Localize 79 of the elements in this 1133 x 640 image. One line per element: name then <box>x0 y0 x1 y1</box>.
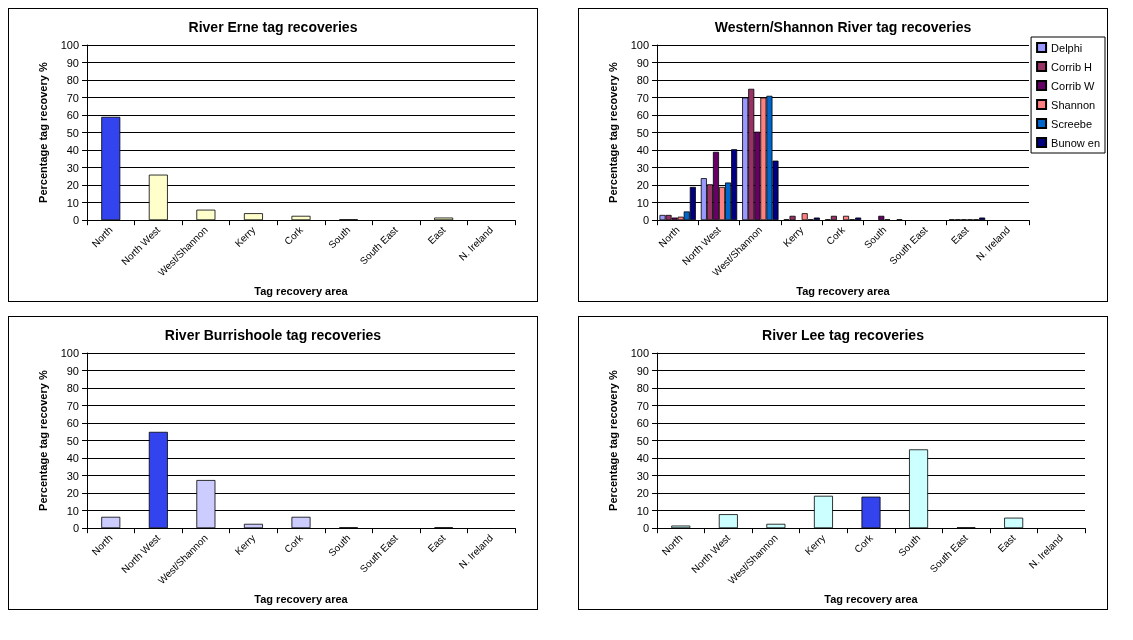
bar <box>291 215 311 221</box>
y-tick-label: 90 <box>66 364 79 377</box>
bar <box>101 516 121 529</box>
y-tick-label: 90 <box>636 364 649 377</box>
y-tick-label: 80 <box>636 382 649 395</box>
y-tick-label: 10 <box>636 196 649 209</box>
x-tick-label: East <box>948 224 972 247</box>
bar <box>196 209 216 221</box>
legend-label: Screebe <box>1051 117 1093 130</box>
y-tick-label: 60 <box>636 109 649 122</box>
y-tick-label: 70 <box>636 91 649 104</box>
y-tick-label: 10 <box>66 196 79 209</box>
y-tick-label: 50 <box>636 434 649 447</box>
legend-label: Shannon <box>1051 98 1096 111</box>
legend-label: Corrib W <box>1051 79 1096 92</box>
y-tick-label: 60 <box>636 417 649 430</box>
bar <box>1004 517 1024 529</box>
x-tick-label: East <box>425 224 448 247</box>
y-tick-label: 90 <box>636 56 649 69</box>
y-tick-label: 30 <box>636 161 649 174</box>
y-tick-label: 60 <box>66 417 79 430</box>
chart-title: River Lee tag recoveries <box>762 327 925 343</box>
y-tick-label: 70 <box>66 91 79 104</box>
y-tick-label: 80 <box>66 74 79 87</box>
x-tick-label: Cork <box>282 532 305 555</box>
y-tick-label: 20 <box>66 487 79 500</box>
x-tick-label: East <box>995 532 1018 555</box>
y-tick-label: 10 <box>66 504 79 517</box>
x-axis-title: Tag recovery area <box>824 592 919 605</box>
bar <box>243 213 263 221</box>
x-tick-label: Cork <box>282 224 305 247</box>
y-tick-label: 20 <box>636 487 649 500</box>
y-tick-label: 30 <box>636 469 649 482</box>
legend-label: Delphi <box>1051 41 1083 54</box>
y-tick-label: 40 <box>636 144 649 157</box>
y-tick-label: 20 <box>66 179 79 192</box>
y-tick-label: 50 <box>66 126 79 139</box>
y-tick-label: 0 <box>72 522 79 535</box>
legend-label: Corrib H <box>1051 60 1093 73</box>
y-axis-title: Percentage tag recovery % <box>606 370 619 511</box>
y-tick-label: 0 <box>642 214 649 227</box>
x-axis-title: Tag recovery area <box>796 284 891 297</box>
chart-title: River Burrishoole tag recoveries <box>164 327 382 343</box>
x-tick-label: Cork <box>824 224 847 247</box>
y-tick-label: 0 <box>72 214 79 227</box>
y-tick-label: 80 <box>636 74 649 87</box>
x-axis-title: Tag recovery area <box>254 592 349 605</box>
y-axis-title: Percentage tag recovery % <box>36 370 49 511</box>
y-tick-label: 0 <box>642 522 649 535</box>
bar <box>766 523 786 529</box>
y-tick-label: 20 <box>636 179 649 192</box>
y-axis-title: Percentage tag recovery % <box>606 62 619 203</box>
y-tick-label: 70 <box>66 399 79 412</box>
x-tick-label: Cork <box>852 532 875 555</box>
y-tick-label: 100 <box>60 39 79 51</box>
bar <box>243 523 263 529</box>
chart-title: River Erne tag recoveries <box>188 19 358 35</box>
y-tick-label: 40 <box>66 144 79 157</box>
y-tick-label: 30 <box>66 469 79 482</box>
y-tick-label: 50 <box>636 126 649 139</box>
x-tick-label: East <box>425 532 448 555</box>
y-tick-label: 70 <box>636 399 649 412</box>
y-tick-label: 10 <box>636 504 649 517</box>
y-tick-label: 40 <box>636 452 649 465</box>
legend-label: Bunow en <box>1051 136 1101 149</box>
chart-title: Western/Shannon River tag recoveries <box>714 19 972 35</box>
y-tick-label: 90 <box>66 56 79 69</box>
y-tick-label: 100 <box>630 347 649 359</box>
y-tick-label: 100 <box>630 39 649 51</box>
y-tick-label: 80 <box>66 382 79 395</box>
y-tick-label: 30 <box>66 161 79 174</box>
y-axis-title: Percentage tag recovery % <box>36 62 49 203</box>
x-axis-title: Tag recovery area <box>254 284 349 297</box>
bar <box>291 516 311 529</box>
y-tick-label: 40 <box>66 452 79 465</box>
y-tick-label: 60 <box>66 109 79 122</box>
y-tick-label: 50 <box>66 434 79 447</box>
bar <box>718 514 738 529</box>
y-tick-label: 100 <box>60 347 79 359</box>
